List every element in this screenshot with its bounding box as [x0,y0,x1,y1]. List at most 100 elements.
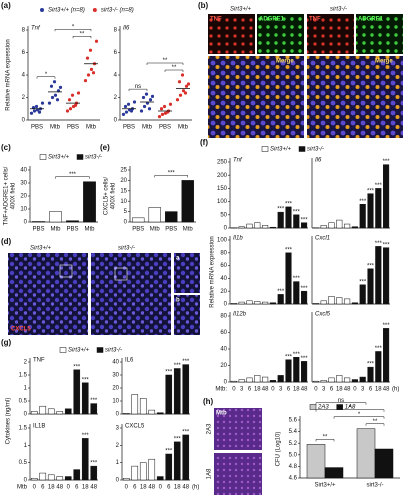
significance-bracket [315,409,385,412]
chart-title: Il1b [233,236,243,242]
image [8,253,88,335]
chart-title: IL1B [33,424,45,430]
data-label: *** [182,430,190,436]
data-label: *** [165,449,173,455]
bar [336,219,343,229]
bar [312,303,319,305]
data-point [83,79,88,83]
y-tick-label: 5 [124,209,128,215]
bar [81,382,89,415]
y-tick-label: 20 [112,386,119,392]
bar [356,428,376,479]
bar [375,188,382,229]
data-point [34,104,39,109]
panel-label: (e) [100,143,110,152]
image [307,56,403,138]
y-tick-label: 250 [217,160,228,166]
panel-label: (c) [1,143,11,152]
image-label: Merge [276,59,294,65]
x-tick-label: 18 [82,485,89,491]
bar [320,225,327,229]
bar [344,298,351,305]
x-tick-label: 0 [232,387,236,393]
significance-label: * [72,24,75,30]
significance-label: ** [172,65,177,71]
y-tick-label: 60 [220,263,227,269]
x-tick-label: 18 [254,387,261,393]
y-tick-label: 8 [22,28,26,34]
y-tick-label: 3 [116,426,120,432]
bar [165,211,178,223]
y-tick-label: 0 [116,478,120,484]
y-tick-label: 40 [20,168,27,174]
y-tick-label: 60 [220,330,227,336]
data-point [175,98,180,102]
data-label: *** [301,217,309,223]
bar [277,211,284,229]
image [208,14,255,54]
data-point [160,112,165,116]
x-tick-label: 18 [375,387,382,393]
bar [132,217,145,223]
bar [383,247,390,305]
data-label: *** [285,354,293,360]
bar [246,377,253,383]
data-point [178,93,183,97]
panel-label: (b) [198,1,209,10]
y-tick-label: 0 [124,220,128,226]
data-point [55,98,60,102]
legend-label: Sirt3+/+ [48,155,70,161]
bar [165,453,173,481]
y-tick-label: 25 [120,168,127,174]
image-label: 1A8 [207,468,213,479]
data-label: *** [375,241,383,247]
bar [285,359,292,383]
image-label: Sirt3+/+ [30,246,52,252]
data-point [70,93,75,97]
data-label: *** [285,247,293,253]
x-tick-label: 0 [353,387,357,393]
bar [359,203,366,229]
y-axis-label: TNF+ADGRE1+ cells/ [4,166,10,225]
bar [131,394,139,415]
legend-swatch [309,404,317,410]
significance-label: ** [373,419,378,425]
bar [47,408,55,415]
legend-label: sirt3-/- [105,348,122,354]
bar [39,405,47,415]
data-label: *** [165,370,173,376]
data-point [183,91,188,95]
image-panel-d: Sirt3+/+ sirt3-/- CXCL5 a b [8,246,200,335]
y-tick-label: 10 [112,399,119,405]
data-point [123,104,128,109]
y-tick-label: 0 [116,412,120,418]
y-tick-label: 2 [114,95,118,101]
legend-label: Sirt3+/+ (n=8) [48,8,85,14]
x-tick-label: 48 [56,485,63,491]
x-tick-label: 3 [240,387,244,393]
bar [359,376,366,383]
significance-bracket [164,69,184,72]
bar [230,380,237,383]
y-tick-label: 20 [120,178,127,184]
chart-title: Cxcl1 [315,236,330,242]
chart-title: Tnf [31,26,41,32]
bar [47,474,55,481]
data-point [157,115,162,119]
significance-label: *** [168,170,176,176]
data-point [184,84,189,88]
y-tick-label: 200 [217,173,228,179]
y-axis-label: Relative mRNA expression [6,39,12,110]
x-tick-label: 3 [322,387,326,393]
x-axis-label: (h) [192,485,199,491]
data-label: *** [383,159,391,165]
x-tick-label: 48 [182,485,189,491]
panel-label: (f) [200,138,208,147]
bar [383,328,390,383]
y-tick-label: 2 [116,443,120,449]
data-point [132,100,137,104]
image-label: 2A3 [207,423,213,434]
chart-title: Il6 [123,26,130,32]
y-tick-label: 0 [24,412,28,418]
y-tick-label: 80 [220,314,227,320]
